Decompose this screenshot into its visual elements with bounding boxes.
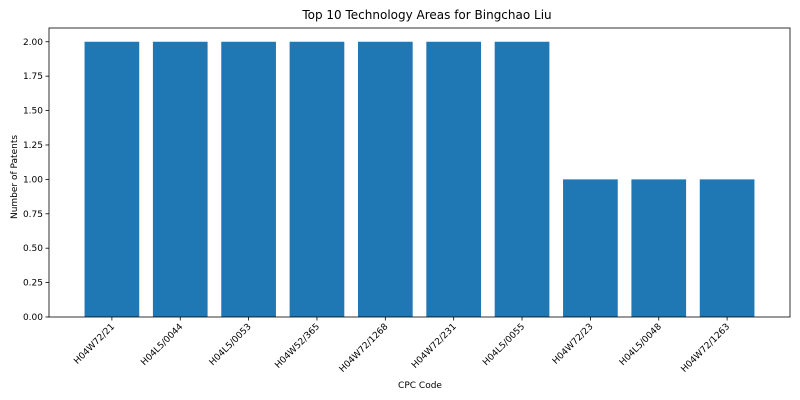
bar-H04W72/231 (426, 42, 481, 317)
x-tick-label: H04W72/1268 (338, 322, 391, 375)
x-tick-label: H04W52/365 (273, 322, 322, 371)
chart-title: Top 10 Technology Areas for Bingchao Liu (301, 8, 551, 22)
bar-H04W72/1268 (358, 42, 413, 317)
x-tick-label: H04W72/231 (410, 322, 459, 371)
x-tick-label: H04W72/21 (72, 322, 117, 367)
bar-H04W72/1263 (700, 179, 755, 317)
y-tick-label: 0.25 (23, 279, 43, 289)
y-tick-label: 0.75 (23, 210, 43, 220)
x-axis-label: CPC Code (398, 381, 442, 391)
y-tick-label: 0.50 (23, 244, 43, 254)
y-tick-label: 1.25 (23, 141, 43, 151)
x-tick-label: H04L5/0048 (618, 322, 664, 368)
bar-H04L5/0048 (631, 179, 686, 317)
x-tick-label: H04L5/0044 (139, 322, 185, 368)
x-tick-label: H04W72/1263 (680, 322, 733, 375)
bar-H04L5/0055 (495, 42, 550, 317)
bar-H04L5/0044 (153, 42, 208, 317)
y-tick-label: 2.00 (23, 38, 43, 48)
bar-H04W52/365 (290, 42, 345, 317)
bar-H04W72/21 (85, 42, 140, 317)
y-tick-label: 1.75 (23, 72, 43, 82)
bar-H04L5/0053 (221, 42, 276, 317)
x-tick-label: H04L5/0055 (481, 322, 527, 368)
y-axis-label: Number of Patents (10, 135, 20, 219)
bar-H04W72/23 (563, 179, 618, 317)
y-tick-label: 1.50 (23, 107, 43, 117)
x-tick-label: H04W72/23 (551, 322, 596, 367)
x-tick-label: H04L5/0053 (208, 322, 254, 368)
y-tick-label: 0.00 (23, 313, 43, 323)
y-tick-label: 1.00 (23, 175, 43, 185)
